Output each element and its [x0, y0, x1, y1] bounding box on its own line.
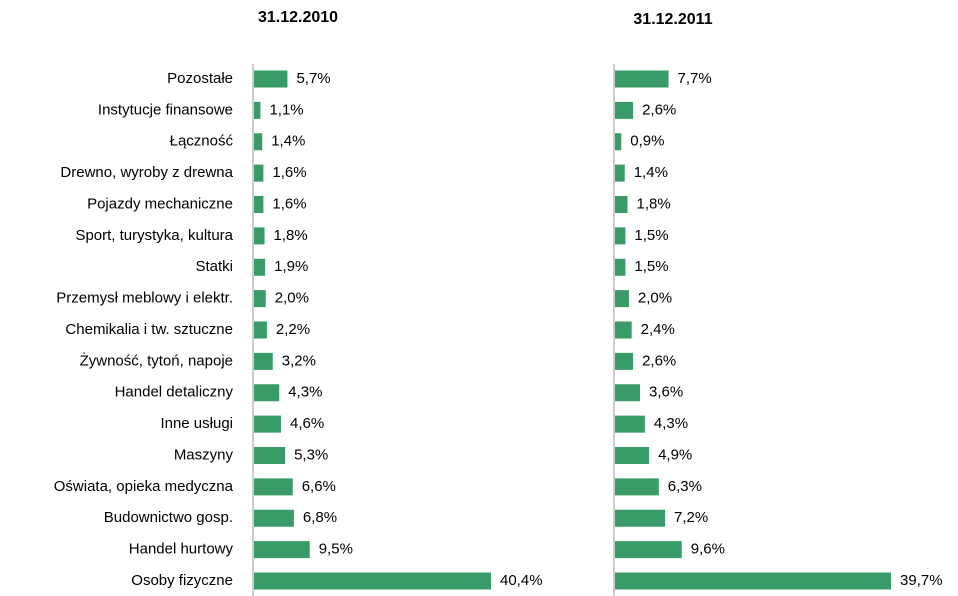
- value-label: 4,6%: [290, 415, 324, 432]
- value-label: 5,3%: [294, 446, 328, 463]
- value-label: 1,5%: [634, 227, 668, 244]
- value-label: 6,3%: [668, 478, 702, 495]
- bar: [615, 290, 629, 308]
- category-label: Chemikalia i tw. sztuczne: [65, 321, 233, 338]
- bar: [254, 101, 261, 119]
- bar: [615, 258, 626, 276]
- value-label: 3,2%: [282, 352, 316, 369]
- chart-title: 31.12.2010: [258, 9, 338, 26]
- category-label: Handel detaliczny: [115, 384, 234, 401]
- bar: [615, 572, 891, 590]
- value-label: 3,6%: [649, 384, 683, 401]
- value-label: 1,8%: [274, 227, 308, 244]
- value-label: 1,9%: [274, 258, 308, 275]
- bar: [254, 133, 263, 151]
- bar: [615, 352, 634, 370]
- chart-title: 31.12.2011: [633, 11, 712, 28]
- bar: [615, 101, 634, 119]
- value-label: 7,7%: [678, 70, 712, 87]
- category-label: Żywność, tytoń, napoje: [80, 351, 233, 369]
- category-label: Łączność: [170, 133, 234, 150]
- category-label: Instytucje finansowe: [98, 101, 233, 118]
- value-label: 39,7%: [900, 572, 943, 589]
- value-label: 40,4%: [500, 572, 543, 589]
- bar: [254, 227, 265, 245]
- bar: [615, 321, 632, 339]
- value-label: 4,3%: [288, 384, 322, 401]
- value-label: 9,5%: [319, 541, 353, 558]
- category-label: Budownictwo gosp.: [104, 509, 233, 526]
- bar: [254, 321, 267, 339]
- bar: [615, 196, 628, 213]
- bar: [254, 415, 281, 433]
- value-label: 1,5%: [634, 258, 668, 275]
- value-label: 2,6%: [642, 101, 676, 118]
- value-label: 2,0%: [275, 290, 309, 307]
- value-label: 0,9%: [630, 133, 664, 150]
- bar: [615, 164, 625, 182]
- bar: [254, 70, 288, 88]
- bar: [254, 164, 264, 182]
- bar: [254, 290, 266, 308]
- value-label: 1,6%: [272, 195, 306, 212]
- bar: [254, 478, 293, 496]
- bar: [615, 384, 641, 402]
- value-label: 2,0%: [638, 290, 672, 307]
- category-label: Sport, turystyka, kultura: [75, 227, 233, 244]
- category-label: Osoby fizyczne: [131, 572, 233, 589]
- category-label: Pozostałe: [167, 70, 233, 87]
- value-label: 4,9%: [658, 446, 692, 463]
- bar: [615, 509, 666, 527]
- category-label: Inne usługi: [160, 415, 233, 432]
- bar: [254, 572, 491, 590]
- bar: [615, 415, 645, 433]
- value-label: 9,6%: [691, 541, 725, 558]
- category-label: Pojazdy mechaniczne: [87, 195, 233, 212]
- value-label: 2,2%: [276, 321, 310, 338]
- value-label: 1,1%: [269, 101, 303, 118]
- bar: [615, 478, 659, 496]
- bar: [254, 258, 266, 276]
- bar: [254, 352, 273, 370]
- bar: [254, 196, 264, 213]
- value-label: 1,4%: [634, 164, 668, 181]
- bar: [254, 509, 294, 527]
- bar: [615, 541, 682, 559]
- category-label: Przemysł meblowy i elektr.: [56, 290, 233, 307]
- value-label: 1,8%: [637, 195, 671, 212]
- value-label: 2,4%: [641, 321, 675, 338]
- category-label: Handel hurtowy: [129, 541, 234, 558]
- bar: [254, 384, 280, 402]
- bar: [254, 541, 310, 559]
- category-label: Oświata, opieka medyczna: [54, 478, 234, 495]
- bar: [615, 227, 626, 245]
- value-label: 6,6%: [302, 478, 336, 495]
- value-label: 7,2%: [674, 509, 708, 526]
- category-label: Drewno, wyroby z drewna: [60, 164, 233, 181]
- value-label: 2,6%: [642, 352, 676, 369]
- category-label: Statki: [195, 258, 233, 275]
- bar: [615, 133, 622, 151]
- value-label: 1,4%: [271, 133, 305, 150]
- value-label: 6,8%: [303, 509, 337, 526]
- value-label: 4,3%: [654, 415, 688, 432]
- bar: [254, 447, 286, 464]
- value-label: 1,6%: [272, 164, 306, 181]
- bar: [615, 70, 669, 88]
- category-label: Maszyny: [174, 446, 234, 463]
- bar: [615, 447, 650, 464]
- value-label: 5,7%: [296, 70, 330, 87]
